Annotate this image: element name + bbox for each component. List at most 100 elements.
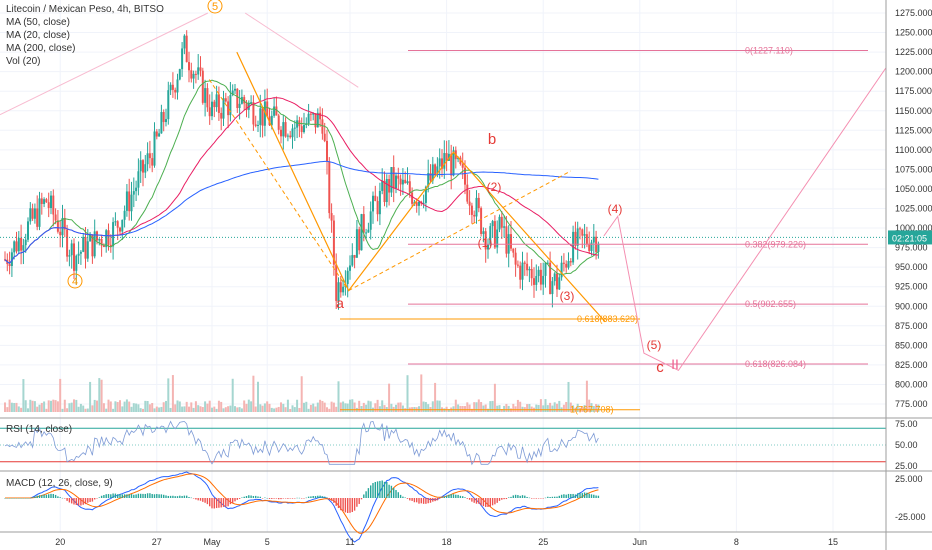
macd-histogram-bar [82,498,84,505]
wave-label-w3: (3) [560,289,575,303]
macd-histogram-bar [360,498,363,500]
macd-histogram-bar [563,494,565,498]
macd-histogram-bar [381,480,383,498]
macd-histogram-bar [521,495,524,498]
macd-histogram-bar [280,498,282,500]
candle-body [8,264,11,266]
candle-body [82,236,85,252]
macd-histogram-bar [73,498,75,505]
candle-body [401,179,404,185]
candle-body [406,181,409,184]
candle-body [505,226,508,254]
macd-histogram-bar [250,495,252,498]
candle-body [408,181,411,193]
candle-body [59,231,62,236]
candle-body [146,153,149,165]
macd-histogram-bar [314,496,317,498]
volume-bar [52,399,55,412]
macd-histogram-bar [252,495,255,498]
volume-bar [337,381,340,412]
candle-body [291,128,294,138]
volume-bar [482,405,485,412]
candle-body [229,94,232,116]
candle-body [213,101,216,108]
volume-bar [459,405,462,412]
time-tick-label: 15 [828,537,838,547]
macd-histogram-bar [43,494,45,498]
candle-body [411,192,414,204]
candle-body [422,202,425,204]
volume-bar [63,399,66,412]
volume-bar [8,399,11,412]
volume-bar [346,403,349,412]
volume-bar [298,407,301,412]
candle-body [43,199,46,204]
candle-body [171,84,174,90]
legend: Litecoin / Mexican Peso, 4h, BITSO MA (5… [6,3,164,68]
volume-bar [316,402,319,412]
candle-body [135,187,138,192]
volume-bar [309,404,312,412]
volume-bar [6,407,9,412]
macd-histogram-bar [61,497,64,499]
volume-bar [367,400,370,412]
macd-histogram-bar [112,493,114,498]
volume-bar [401,405,404,412]
candle-body [185,35,188,63]
volume-bar [438,400,441,412]
candle-body [125,191,128,211]
macd-signal-line [5,473,599,534]
volume-bar [286,399,289,412]
volume-bar [199,406,202,412]
volume-bar [326,407,328,412]
candle-body [560,262,563,278]
macd-tick-label: -25.000 [895,512,926,522]
candle-body [316,112,319,128]
volume-bar [234,406,236,412]
candle-body [367,229,370,233]
volume-bar [500,408,503,412]
volume-bar [185,401,188,412]
volume-bar [100,379,103,412]
macd-histogram-bar [427,498,429,504]
macd-histogram-bar [441,497,443,498]
volume-bar [240,408,243,412]
candle-body [38,198,41,227]
macd-histogram-bar [165,495,167,498]
candle-body [475,197,478,217]
volume-bar [489,401,492,412]
macd-histogram-bar [420,498,422,504]
price-tick-label: 950.000 [895,262,928,272]
candle-body [194,73,197,75]
fib-label-f1: 1(767.708) [570,405,614,415]
candle-body [530,268,533,279]
macd-histogram-bar [356,498,358,507]
wave-label-a: a [336,295,344,311]
current-price-tag [888,230,932,245]
volume-bar [424,402,427,412]
candle-body [390,167,393,193]
price-tick-label: 850.000 [895,340,928,350]
candle-body [33,208,36,219]
candle-body [20,237,23,251]
candle-body [477,197,480,209]
macd-histogram-bar [84,498,87,505]
candle-body [13,241,16,253]
volume-bar [546,405,549,412]
candle-body [24,239,27,246]
macd-histogram-bar [358,498,360,504]
macd-histogram-bar [296,497,298,499]
volume-bar [572,405,575,412]
volume-bar [137,404,140,412]
candle-body [217,94,220,113]
time-tick-label: Jun [633,537,648,547]
macd-histogram-bar [202,498,204,502]
price-tick-label: 1075.000 [895,164,932,174]
candle-body [374,195,377,202]
candle-body [551,281,554,295]
candle-body [576,228,579,246]
candle-body [537,269,540,277]
macd-histogram-bar [524,495,526,498]
macd-histogram-bar [367,488,370,498]
